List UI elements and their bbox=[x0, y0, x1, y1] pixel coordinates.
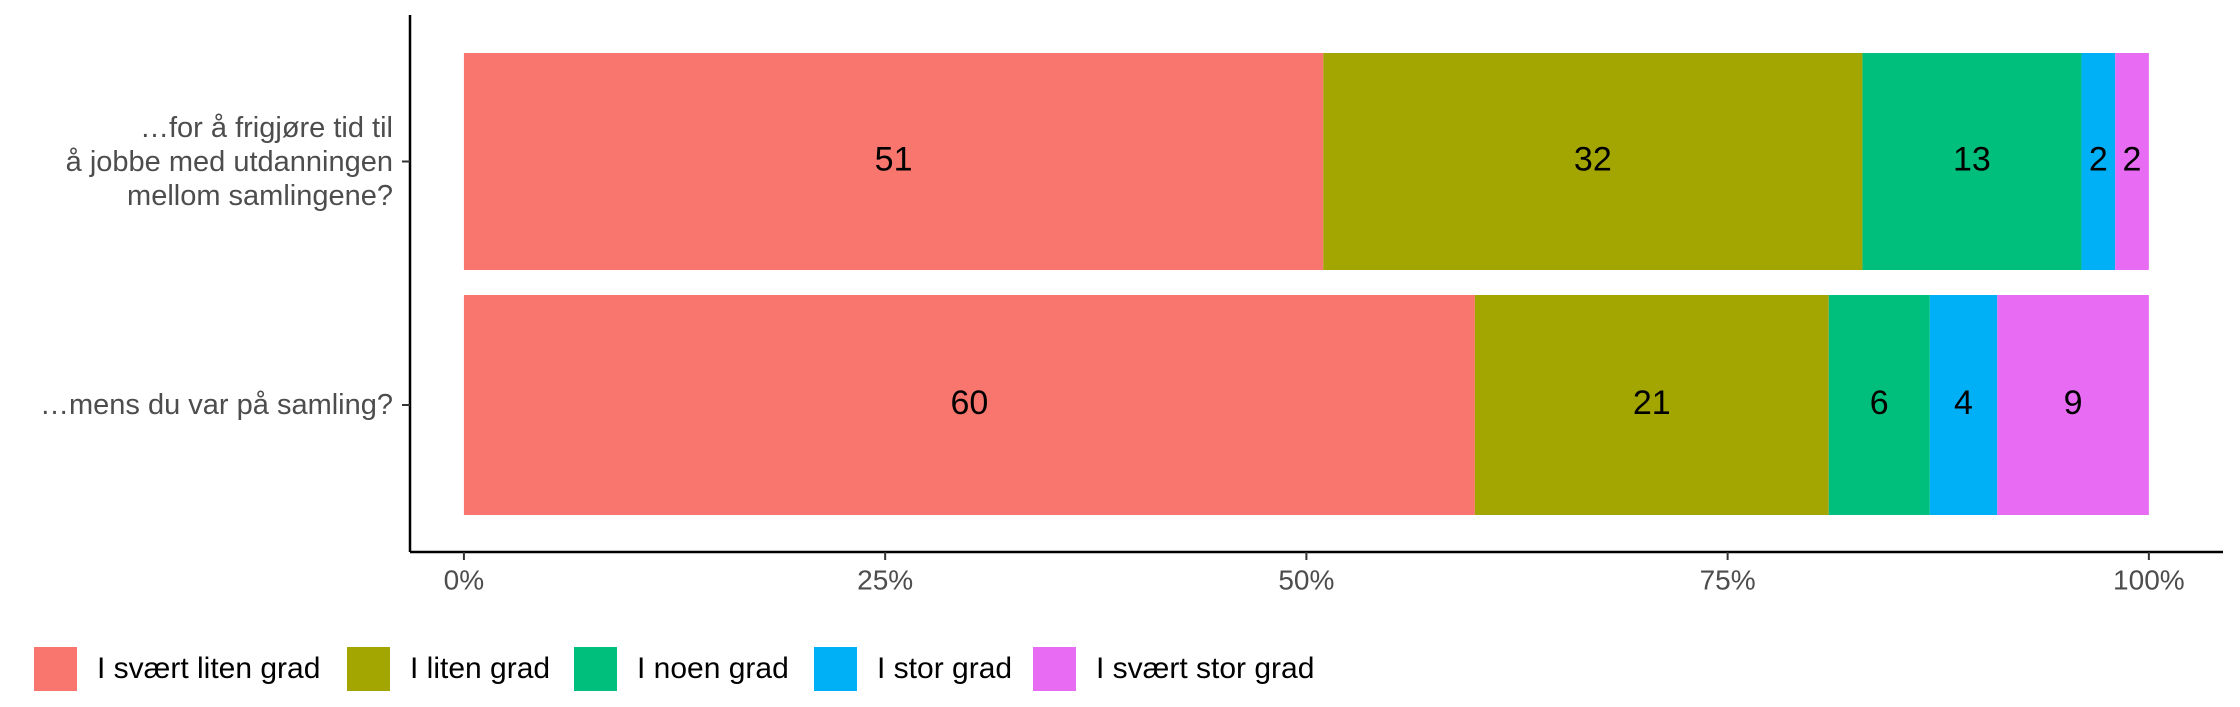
data-label: 4 bbox=[1954, 384, 1973, 422]
legend-label: I svært liten grad bbox=[97, 652, 320, 685]
bar-segment bbox=[2115, 53, 2149, 270]
data-label: 2 bbox=[2123, 140, 2142, 178]
legend-swatch bbox=[814, 647, 857, 691]
legend-label: I stor grad bbox=[877, 652, 1012, 685]
data-label: 13 bbox=[1953, 140, 1991, 178]
x-tick-label: 0% bbox=[444, 564, 484, 595]
legend-label: I svært stor grad bbox=[1096, 652, 1314, 685]
bar-segment bbox=[1862, 53, 2082, 270]
bar-segment bbox=[463, 295, 1475, 515]
x-tick-label: 100% bbox=[2113, 564, 2185, 595]
bar-segment bbox=[1474, 295, 1829, 515]
x-tick-label: 25% bbox=[857, 564, 913, 595]
data-label: 6 bbox=[1870, 384, 1889, 422]
y-tick-label: …mens du var på samling? bbox=[40, 389, 393, 421]
legend-swatch bbox=[347, 647, 390, 691]
data-label: 9 bbox=[2064, 384, 2083, 422]
y-tick-label: …for å frigjøre tid til å jobbe med utda… bbox=[65, 111, 393, 212]
data-label: 32 bbox=[1574, 140, 1612, 178]
legend-label: I liten grad bbox=[410, 652, 550, 685]
bar-segment bbox=[1997, 295, 2149, 515]
data-label: 60 bbox=[950, 384, 988, 422]
legend-swatch bbox=[1033, 647, 1076, 691]
data-label: 51 bbox=[875, 140, 913, 178]
legend-label: I noen grad bbox=[637, 652, 789, 685]
data-label: 21 bbox=[1633, 384, 1671, 422]
bar-segment bbox=[1929, 295, 1998, 515]
bar-segment bbox=[2081, 53, 2116, 270]
x-tick-label: 75% bbox=[1700, 564, 1756, 595]
x-tick-label: 50% bbox=[1278, 564, 1334, 595]
data-label: 2 bbox=[2089, 140, 2108, 178]
legend-swatch bbox=[574, 647, 617, 691]
bar-segment bbox=[463, 53, 1324, 270]
bar-segment bbox=[1828, 295, 1930, 515]
legend-swatch bbox=[34, 647, 77, 691]
bar-segment bbox=[1323, 53, 1863, 270]
